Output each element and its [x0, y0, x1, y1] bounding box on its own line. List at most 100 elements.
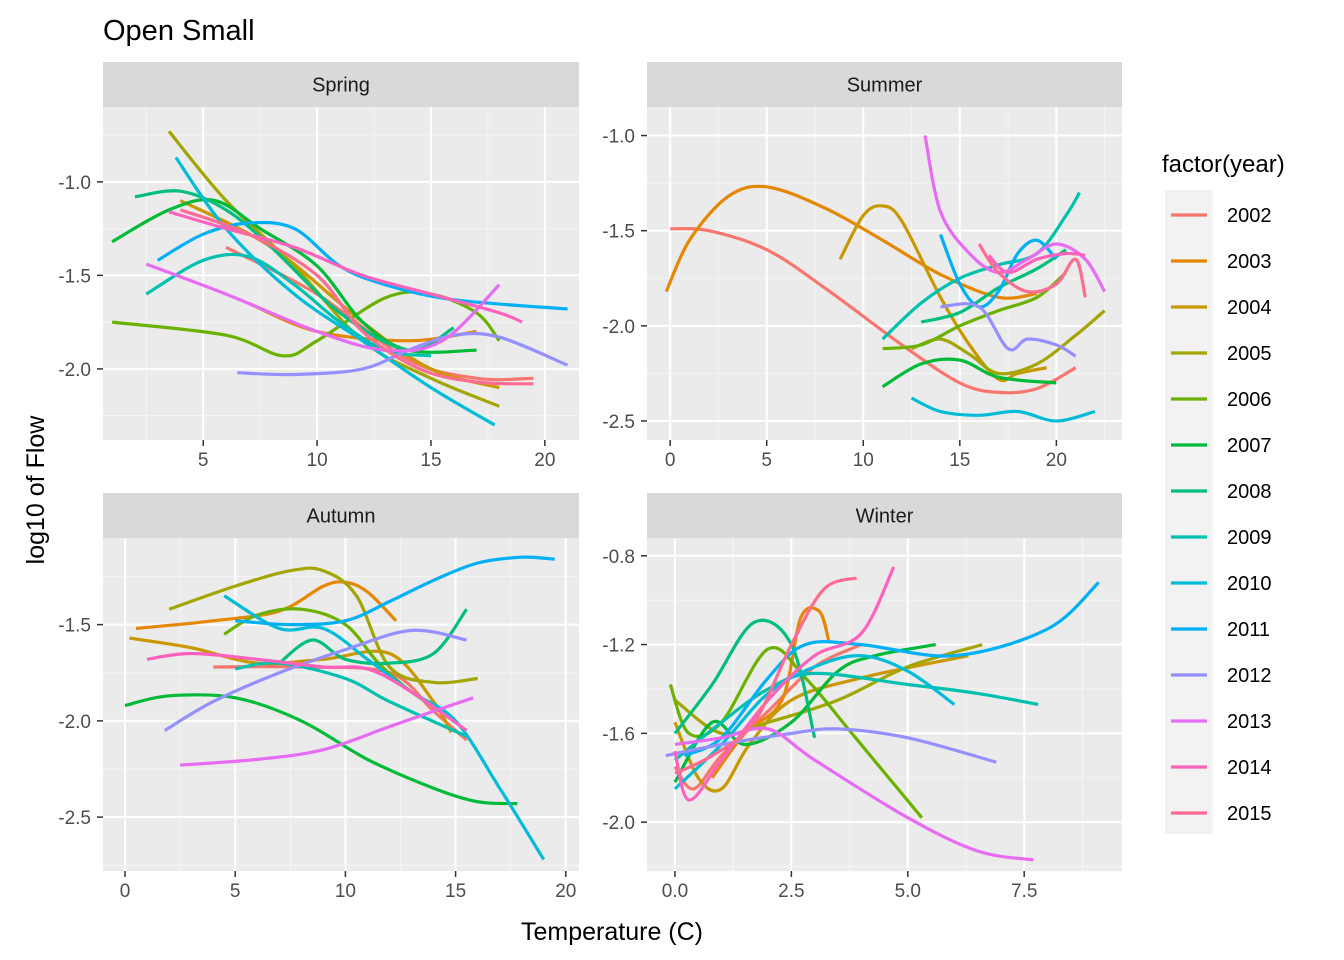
plot-background-autumn — [103, 538, 579, 871]
legend-item-2009: 2009 — [1171, 527, 1272, 549]
legend-item-2006: 2006 — [1171, 389, 1272, 411]
series-line-summer-2002 — [670, 226, 1077, 395]
legend-item-2002: 2002 — [1171, 205, 1272, 227]
strip-spring — [103, 62, 579, 107]
panel-spring: Spring 5 10 15 20 -1.0 -1.5 -2.0 — [58, 62, 579, 471]
series-line-summer-2014 — [987, 251, 1086, 275]
legend-label: 2009 — [1227, 527, 1272, 549]
legend-label: 2003 — [1227, 251, 1272, 273]
x-tick-label: 0 — [665, 450, 676, 471]
y-tick-label: -1.0 — [58, 173, 91, 194]
x-tick-label: 15 — [420, 450, 441, 471]
series-line-winter-2007 — [673, 643, 936, 784]
strip-label-summer: Summer — [847, 75, 923, 97]
legend-label: 2015 — [1227, 803, 1272, 825]
series-line-winter-2012 — [665, 727, 997, 764]
series-line-winter-2009 — [673, 671, 1039, 762]
y-tick-label: -2.0 — [602, 317, 635, 338]
legend-item-2005: 2005 — [1171, 343, 1272, 365]
panel-autumn: Autumn 0 5 10 15 20 -1.5 -2.0 -2.5 — [58, 493, 579, 902]
series-line-winter-2006 — [668, 645, 924, 819]
legend-item-2015: 2015 — [1171, 803, 1272, 825]
x-tick-label: 5 — [230, 881, 241, 902]
series-line-winter-2013 — [674, 726, 1034, 862]
legend-item-2004: 2004 — [1171, 297, 1272, 319]
x-tick-label: 0.0 — [662, 881, 688, 902]
legend-item-2012: 2012 — [1171, 665, 1272, 687]
x-tick-label: 10 — [853, 450, 874, 471]
legend-key-background — [1165, 190, 1213, 834]
series-line-summer-2004 — [838, 204, 1047, 383]
legend-label: 2013 — [1227, 711, 1272, 733]
legend-label: 2014 — [1227, 757, 1272, 779]
gridlines-spring — [103, 107, 579, 440]
legend-label: 2004 — [1227, 297, 1272, 319]
series-line-autumn-2003 — [135, 580, 398, 631]
series-line-summer-2010 — [910, 396, 1096, 423]
chart-title: Open Small — [103, 15, 255, 47]
legend-label: 2012 — [1227, 665, 1272, 687]
series-line-autumn-2005 — [168, 566, 478, 685]
legend-title: factor(year) — [1162, 151, 1285, 178]
series-group-autumn — [124, 555, 555, 861]
series-line-summer-2008 — [920, 248, 1067, 324]
x-tick-label: 15 — [949, 450, 970, 471]
strip-label-spring: Spring — [312, 75, 370, 97]
y-tick-label: -1.5 — [58, 266, 91, 287]
legend-item-2010: 2010 — [1171, 573, 1272, 595]
x-tick-label: 0 — [120, 881, 131, 902]
series-line-spring-2015 — [179, 208, 534, 386]
series-line-autumn-2007 — [124, 693, 518, 806]
legend-item-2014: 2014 — [1171, 757, 1272, 779]
legend-label: 2007 — [1227, 435, 1272, 457]
y-axis-title: log10 of Flow — [22, 415, 50, 565]
series-line-summer-2015 — [977, 243, 1087, 298]
series-group-spring — [111, 130, 569, 427]
x-tick-label: 10 — [307, 450, 328, 471]
strip-label-autumn: Autumn — [307, 506, 376, 528]
strip-autumn — [103, 493, 579, 538]
series-line-summer-2013 — [923, 135, 1106, 293]
series-line-summer-2012 — [940, 302, 1077, 358]
y-tick-label: -1.6 — [602, 724, 635, 745]
x-tick-label: 20 — [534, 450, 555, 471]
y-tick-label: -0.8 — [602, 547, 635, 568]
legend-label: 2002 — [1227, 205, 1272, 227]
legend-item-2011: 2011 — [1171, 619, 1270, 641]
legend-item-2003: 2003 — [1171, 251, 1272, 273]
x-tick-label: 10 — [335, 881, 356, 902]
legend-item-2013: 2013 — [1171, 711, 1272, 733]
series-line-autumn-2011 — [235, 555, 555, 627]
series-line-winter-2014 — [673, 566, 896, 802]
x-tick-label: 5.0 — [895, 881, 921, 902]
legend-label: 2008 — [1227, 481, 1272, 503]
panel-winter: Winter 0.0 2.5 5.0 7.5 -0.8 -1.2 -1.6 -2.0 — [602, 493, 1122, 902]
series-group-winter — [665, 566, 1100, 862]
legend-label: 2006 — [1227, 389, 1272, 411]
x-tick-label: 5 — [198, 450, 209, 471]
panel-summer: Summer 0 5 10 15 20 -1.0 -1.5 -2.0 -2.5 — [602, 62, 1122, 471]
series-line-spring-2014 — [168, 210, 523, 324]
legend-item-2007: 2007 — [1171, 435, 1272, 457]
facet-panels: Spring 5 10 15 20 -1.0 -1.5 -2.0 Summer 0 5 10 15 20 -… — [58, 62, 1122, 902]
y-tick-label: -1.5 — [58, 616, 91, 637]
series-line-summer-2007 — [881, 357, 1057, 389]
legend-item-2008: 2008 — [1171, 481, 1272, 503]
x-tick-label: 15 — [445, 881, 466, 902]
series-line-autumn-2004 — [129, 636, 453, 734]
series-line-spring-2013 — [145, 262, 501, 353]
series-line-autumn-2013 — [179, 696, 474, 767]
y-tick-label: -2.5 — [58, 808, 91, 829]
strip-winter — [647, 493, 1122, 538]
series-line-summer-2011 — [939, 233, 1058, 309]
legend: factor(year) 2002 2003 2004 2005 2006 2007 200… — [1162, 151, 1285, 834]
plot-background-winter — [647, 538, 1122, 871]
series-line-winter-2015 — [674, 576, 858, 775]
legend-label: 2010 — [1227, 573, 1272, 595]
series-line-autumn-2014 — [146, 651, 468, 732]
y-tick-label: -1.5 — [602, 222, 635, 243]
y-tick-label: -1.0 — [602, 127, 635, 148]
y-tick-label: -2.0 — [602, 813, 635, 834]
x-tick-label: 5 — [761, 450, 772, 471]
